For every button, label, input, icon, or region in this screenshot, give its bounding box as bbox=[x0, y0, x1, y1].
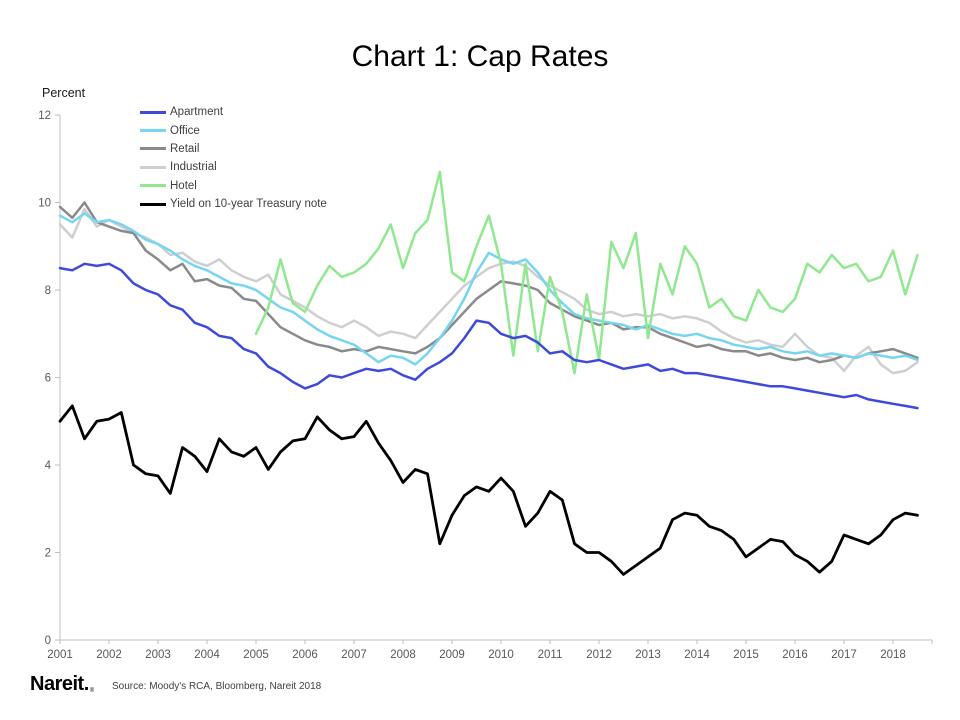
source-note: Source: Moody's RCA, Bloomberg, Nareit 2… bbox=[112, 681, 322, 692]
x-tick-label: 2004 bbox=[194, 649, 220, 661]
y-tick-label: 4 bbox=[45, 460, 52, 472]
y-tick-label: 10 bbox=[38, 198, 51, 210]
y-tick-label: 8 bbox=[45, 285, 51, 297]
x-tick-label: 2003 bbox=[145, 649, 171, 661]
legend-swatch-apartment bbox=[140, 110, 166, 114]
y-tick-label: 0 bbox=[45, 635, 51, 647]
legend-swatch-yield-on-10-year-treasury-note bbox=[140, 202, 166, 206]
legend-swatch-retail bbox=[140, 147, 166, 151]
x-tick-label: 2002 bbox=[96, 649, 122, 661]
legend-label-retail: Retail bbox=[170, 142, 200, 155]
x-tick-label: 2010 bbox=[488, 649, 514, 661]
nareit-logo: Nareit.® bbox=[30, 673, 94, 696]
x-tick-label: 2014 bbox=[684, 649, 710, 661]
legend-swatch-hotel bbox=[140, 184, 166, 188]
x-tick-label: 2013 bbox=[635, 649, 661, 661]
legend-label-industrial: Industrial bbox=[170, 161, 217, 174]
x-tick-label: 2008 bbox=[390, 649, 416, 661]
y-tick-label: 6 bbox=[45, 373, 51, 385]
legend-label-hotel: Hotel bbox=[170, 179, 197, 192]
legend-label-yield-on-10-year-treasury-note: Yield on 10-year Treasury note bbox=[170, 198, 327, 211]
series-line-apartment bbox=[58, 262, 919, 410]
x-tick-label: 2011 bbox=[538, 649, 563, 661]
legend-item-yield-on-10-year-treasury-note: Yield on 10-year Treasury note bbox=[140, 195, 327, 213]
x-tick-label: 2009 bbox=[439, 649, 465, 661]
x-tick-label: 2016 bbox=[782, 649, 808, 661]
legend-item-apartment: Apartment bbox=[140, 103, 327, 121]
chart-title: Chart 1: Cap Rates bbox=[351, 40, 609, 73]
legend-item-industrial: Industrial bbox=[140, 158, 327, 176]
legend-swatch-industrial bbox=[140, 165, 166, 169]
x-tick-label: 2017 bbox=[831, 649, 857, 661]
series-line-hotel bbox=[254, 170, 919, 375]
x-tick-label: 2015 bbox=[733, 649, 759, 661]
x-tick-label: 2005 bbox=[243, 649, 269, 661]
x-tick-label: 2007 bbox=[341, 649, 367, 661]
y-tick-label: 12 bbox=[38, 110, 51, 122]
legend-label-apartment: Apartment bbox=[170, 106, 224, 119]
x-tick-label: 2001 bbox=[47, 649, 73, 661]
x-tick-label: 2018 bbox=[880, 649, 906, 661]
legend-swatch-office bbox=[140, 129, 166, 133]
chart-legend: Apartment Office Retail Industrial Hotel Yiel… bbox=[140, 103, 327, 213]
series-line-retail bbox=[58, 201, 919, 364]
legend-item-retail: Retail bbox=[140, 140, 327, 158]
series-line-office bbox=[58, 212, 919, 366]
series-line-industrial bbox=[58, 207, 919, 375]
y-tick-label: 2 bbox=[45, 548, 51, 560]
legend-item-office: Office bbox=[140, 121, 327, 139]
registered-trademark-icon: ® bbox=[89, 688, 94, 694]
series-line-yield-on-10-year-treasury-note bbox=[58, 404, 919, 576]
x-tick-label: 2006 bbox=[292, 649, 318, 661]
legend-item-hotel: Hotel bbox=[140, 177, 327, 195]
legend-label-office: Office bbox=[170, 124, 200, 137]
nareit-logo-text: Nareit. bbox=[30, 673, 89, 695]
x-tick-label: 2012 bbox=[586, 649, 612, 661]
y-axis-title: Percent bbox=[42, 86, 86, 100]
